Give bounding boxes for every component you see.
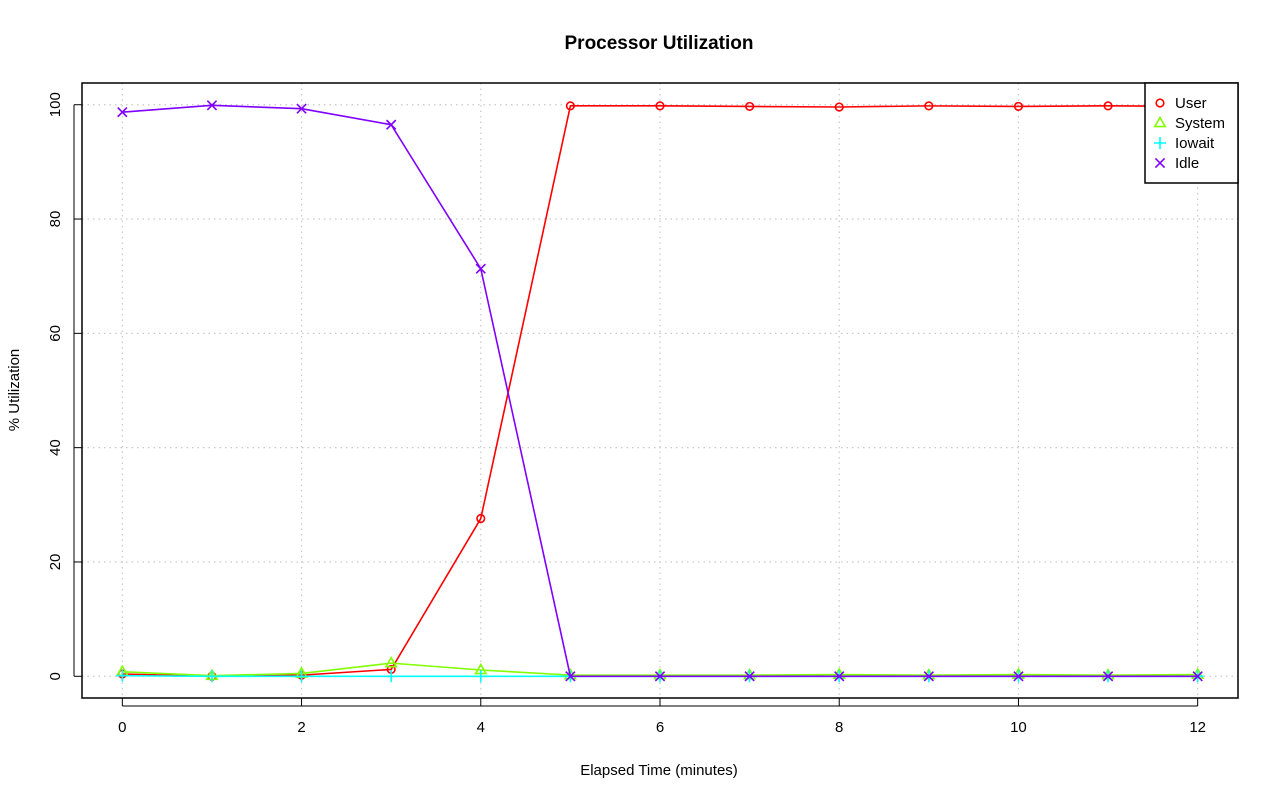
idle-data-point [654,671,666,682]
legend-system-label: System [1175,115,1225,132]
user-data-point [834,102,844,112]
user-data-point [655,101,665,111]
user-data-point [1013,101,1024,112]
y-tick-label: 40 [47,439,64,456]
iowait-data-point [295,670,308,683]
y-tick-label: 20 [47,554,64,571]
user-data-point [565,101,575,111]
idle-series-line [122,104,1198,678]
legend-user-label: User [1175,95,1207,112]
x-tick-label: 4 [477,719,485,736]
idle-data-point [475,263,486,274]
series-layer [115,100,1205,683]
y-tick-label: 100 [47,92,64,117]
grid-lines [82,83,1238,698]
x-tick-label: 6 [656,719,664,736]
user-data-point [924,101,934,111]
legend-box [1144,82,1239,184]
legend-idle-symbol [1154,157,1166,169]
y-tick-label: 80 [47,211,64,228]
legend-system-symbol [1153,115,1167,128]
iowait-data-point [116,669,129,682]
chart-title: Processor Utilization [565,33,754,54]
user-data-point [745,101,755,112]
legend: User System Iowait Idle [1144,82,1239,184]
axes: 0 2 4 6 8 10 12 0 20 40 60 80 100 [47,92,1206,736]
idle-data-point [1013,671,1024,682]
y-tick-label: 60 [47,325,64,342]
idle-data-point [117,106,128,118]
y-tick-label: 0 [47,672,64,680]
x-tick-label: 0 [118,719,126,736]
idle-data-point [834,671,845,682]
x-axis-label: Elapsed Time (minutes) [580,762,738,779]
x-tick-label: 2 [297,719,305,736]
system-data-point [384,656,398,668]
legend-idle-label: Idle [1175,155,1199,172]
x-tick-label: 10 [1010,719,1027,736]
x-tick-label: 12 [1189,719,1206,736]
idle-data-point [206,100,218,111]
idle-data-point [385,119,397,130]
idle-data-point [565,671,576,682]
user-data-point [1103,101,1113,111]
idle-data-point [296,103,307,114]
idle-data-point [1102,671,1114,682]
plot-box [81,82,1239,699]
iowait-data-point [205,670,218,683]
user-data-point [476,513,486,524]
x-tick-label: 8 [835,719,843,736]
legend-iowait-symbol [1154,137,1166,149]
idle-data-point [744,671,755,682]
iowait-data-point [474,670,487,683]
idle-data-point [923,671,935,682]
y-axis-label: % Utilization [6,349,23,432]
iowait-data-point [385,670,398,683]
legend-user-symbol [1155,98,1165,108]
idle-data-point [1192,671,1203,682]
legend-iowait-label: Iowait [1175,135,1215,152]
